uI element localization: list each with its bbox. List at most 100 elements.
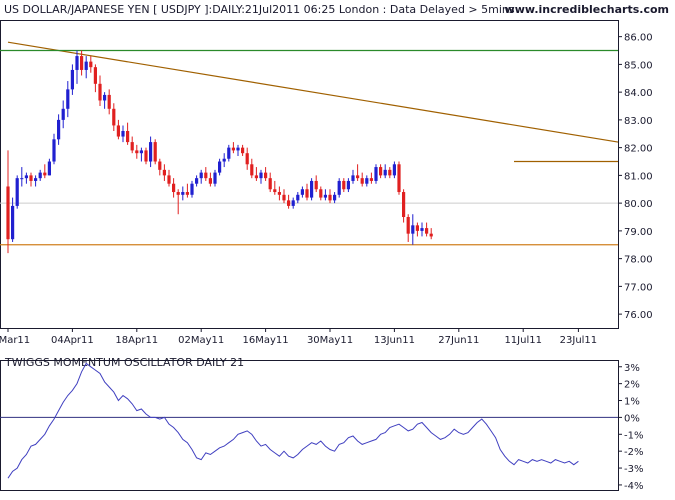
site-brand[interactable]: www.incrediblecharts.com [505, 3, 669, 16]
candle-body [20, 178, 24, 180]
price-ytick-label: 80.00 [624, 199, 653, 210]
candle-body [195, 178, 199, 184]
candle-body [139, 150, 143, 154]
candle-body [291, 200, 295, 206]
candle-body [245, 153, 249, 165]
candle-body [204, 172, 208, 179]
candle-body [287, 200, 291, 206]
candle-body [241, 147, 245, 154]
candle-body [282, 194, 286, 201]
candle-body [310, 180, 314, 198]
candle-body [397, 164, 401, 193]
candle-body [379, 167, 383, 176]
candle-body [162, 169, 166, 176]
price-ytick-label: 86.00 [624, 33, 653, 44]
price-panel-frame [0, 20, 619, 329]
candle-body [319, 189, 323, 198]
candle-body [356, 175, 360, 179]
candle-body [425, 228, 429, 234]
candle-body [116, 125, 120, 137]
price-ytick-label: 79.00 [624, 227, 653, 238]
candle-body [323, 194, 327, 198]
candle-body [213, 172, 217, 184]
candle-body [70, 69, 74, 90]
oscillator-ytick-label: 0% [624, 413, 640, 424]
candle-body [126, 130, 130, 143]
candle-body [185, 192, 189, 195]
candle-body [333, 194, 337, 201]
candle-body [29, 175, 33, 181]
candle-body [38, 172, 42, 179]
candle-body [268, 178, 272, 190]
price-xtick-label: 13Jun11 [374, 335, 415, 346]
candle-body [80, 56, 84, 70]
candle-body [374, 167, 378, 181]
candle-body [218, 161, 222, 173]
oscillator-title: TWIGGS MOMENTUM OSCILLATOR DAILY 21 [4, 356, 244, 369]
price-ytick-label: 83.00 [624, 116, 653, 127]
oscillator-ytick-label: 2% [624, 380, 640, 391]
candle-body [52, 139, 56, 162]
oscillator-ytick-label: 1% [624, 397, 640, 408]
candle-body [66, 89, 70, 109]
candle-body [277, 192, 281, 195]
candle-body [135, 150, 139, 154]
candle-body [144, 150, 148, 162]
candle-body [222, 158, 226, 162]
candle-body [365, 178, 369, 184]
candle-body [351, 175, 355, 181]
candle-body [199, 172, 203, 179]
candle-body [149, 142, 153, 162]
candle-body [314, 180, 318, 190]
candle-body [98, 83, 102, 101]
candle-body [130, 142, 134, 151]
price-ytick-label: 81.00 [624, 171, 653, 182]
candle-body [107, 94, 111, 109]
candle-body [231, 147, 235, 151]
candle-body [172, 183, 176, 193]
oscillator-ytick-label: -4% [624, 481, 643, 492]
candle-body [190, 183, 194, 195]
oscillator-panel-frame [0, 360, 619, 491]
candle-body [264, 172, 268, 179]
candle-body [57, 119, 61, 140]
candle-body [181, 192, 185, 195]
candle-body [103, 94, 107, 101]
price-xtick-label: 27Jun11 [438, 335, 479, 346]
oscillator-ytick-label: -2% [624, 447, 643, 458]
candle-body [402, 192, 406, 218]
candle-body [296, 194, 300, 201]
candle-body [328, 194, 332, 201]
candle-body [392, 164, 396, 176]
candle-body [236, 147, 240, 151]
trendline [7, 41, 619, 143]
candle-body [167, 175, 171, 184]
candle-body [415, 225, 419, 231]
price-ytick-label: 76.00 [624, 310, 653, 321]
candle-body [112, 108, 116, 126]
candle-body [342, 180, 346, 190]
price-xtick-label: 02May11 [178, 335, 224, 346]
candle-body [158, 161, 162, 170]
price-ytick-label: 78.00 [624, 255, 653, 266]
candle-body [346, 180, 350, 190]
candle-body [429, 233, 433, 237]
candle-body [6, 186, 10, 240]
price-xtick-label: 21Mar11 [0, 335, 30, 346]
candle-body [250, 164, 254, 176]
oscillator-ytick-label: -1% [624, 430, 643, 441]
price-xtick-label: 04Apr11 [51, 335, 94, 346]
candle-body [254, 175, 258, 179]
candle-body [369, 178, 373, 181]
chart-title: US DOLLAR/JAPANESE YEN [ USDJPY ]:DAILY:… [4, 3, 515, 16]
price-xtick-label: 30May11 [307, 335, 353, 346]
candle-body [337, 180, 341, 195]
candle-body [273, 189, 277, 193]
price-xtick-label: 23Jul11 [560, 335, 598, 346]
candle-body [84, 61, 88, 70]
candle-body [388, 169, 392, 176]
candle-body [24, 175, 28, 179]
oscillator-line [7, 362, 579, 479]
oscillator-ytick-label: -3% [624, 464, 643, 475]
